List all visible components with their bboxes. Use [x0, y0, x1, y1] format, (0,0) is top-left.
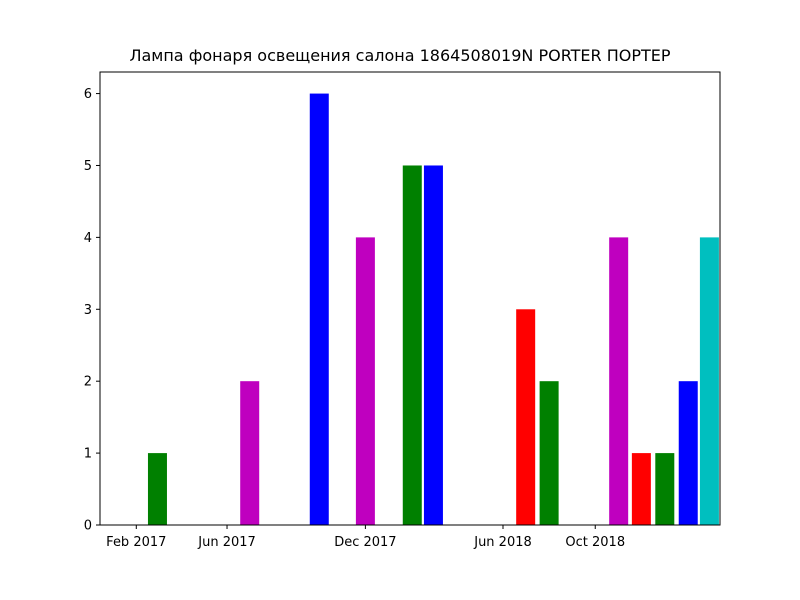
y-tick-label: 3 — [84, 303, 92, 318]
y-tick-label: 5 — [84, 159, 92, 174]
bar-11 — [655, 453, 675, 525]
x-tick-label: Jun 2017 — [197, 535, 256, 550]
chart-title: Лампа фонаря освещения салона 1864508019… — [129, 46, 671, 65]
bar-3 — [309, 93, 329, 525]
bar-13 — [699, 237, 719, 525]
x-tick-label: Jun 2018 — [473, 535, 532, 550]
bar-6 — [423, 165, 443, 526]
bar-1 — [147, 453, 167, 525]
bar-10 — [631, 453, 651, 525]
bar-5 — [402, 165, 422, 526]
bar-12 — [678, 381, 698, 525]
y-tick-label: 6 — [84, 87, 92, 102]
bars-layer — [147, 93, 719, 526]
plot-frame — [99, 71, 721, 526]
bar-8 — [539, 381, 559, 525]
x-tick-label: Feb 2017 — [106, 535, 166, 550]
y-tick-label: 0 — [84, 519, 92, 534]
x-tick-label: Oct 2018 — [565, 535, 625, 550]
bar-2 — [240, 381, 260, 525]
y-tick-label: 2 — [84, 375, 92, 390]
y-axis: 0 1 2 3 4 5 6 — [84, 87, 100, 534]
x-axis: Feb 2017 Jun 2017 Dec 2017 Jun 2018 Oct 2018 — [106, 525, 625, 550]
bar-4 — [355, 237, 375, 525]
y-tick-label: 4 — [84, 231, 92, 246]
x-tick-label: Dec 2017 — [334, 535, 396, 550]
y-tick-label: 1 — [84, 447, 92, 462]
bar-7 — [516, 309, 536, 525]
bar-9 — [609, 237, 629, 525]
